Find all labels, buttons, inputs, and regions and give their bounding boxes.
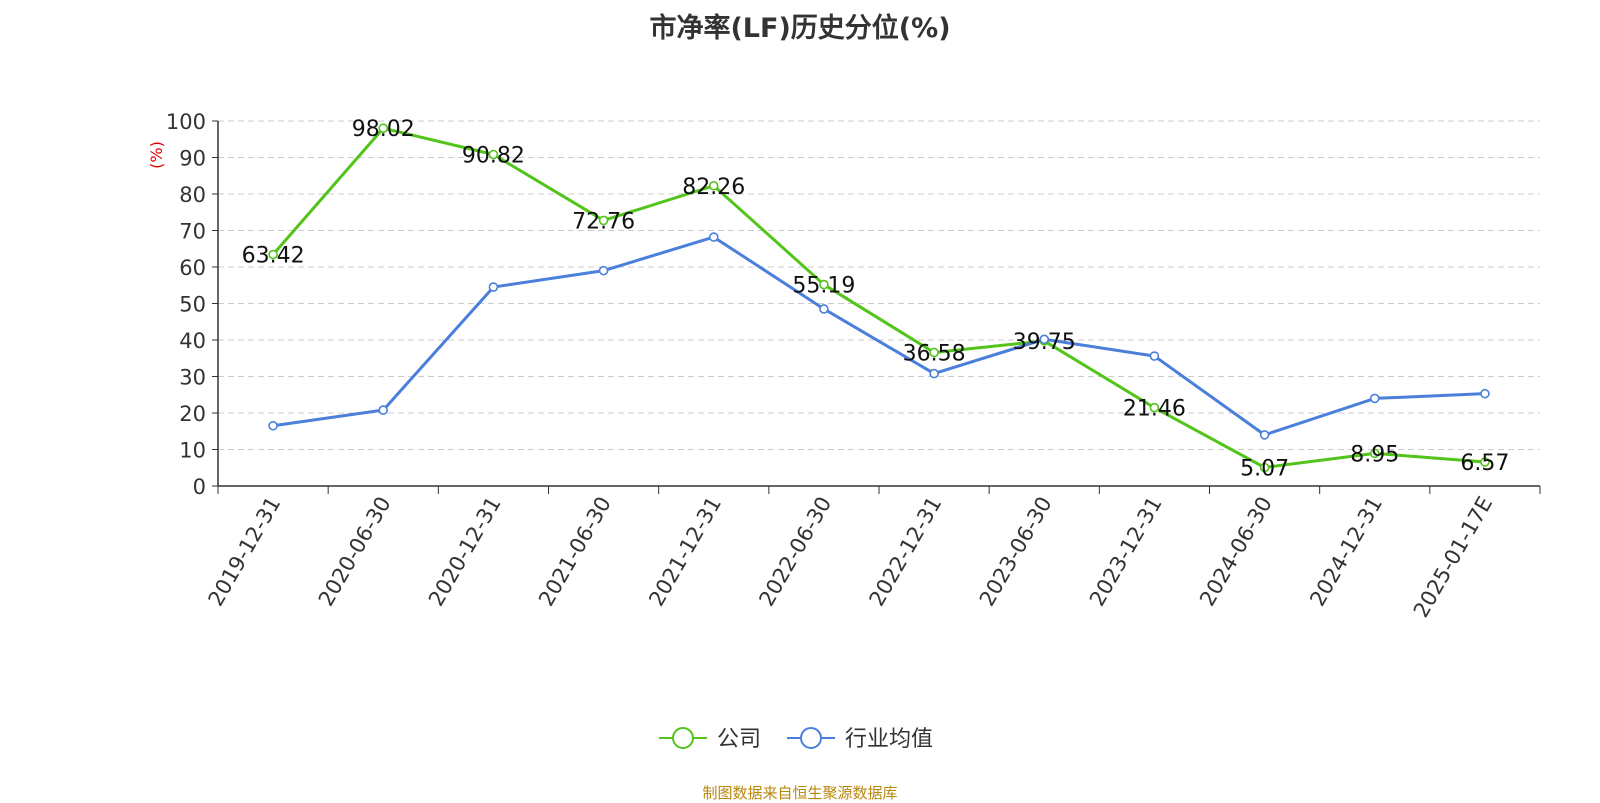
x-tick-label: 2024-12-31	[1305, 493, 1387, 611]
x-tick-label: 2023-06-30	[975, 493, 1057, 611]
x-tick-label: 2020-06-30	[314, 493, 396, 611]
data-label: 8.95	[1350, 442, 1399, 467]
data-point	[1480, 457, 1490, 467]
data-point	[488, 282, 499, 292]
data-point	[1039, 334, 1050, 345]
data-point	[708, 180, 719, 191]
x-tick-label: 2020-12-31	[424, 493, 506, 611]
axes: 0 10 20 30 40 50 60 70 80 90 100(%) 2019-12-31 2020-…	[147, 110, 1541, 622]
y-tick-label: 80	[179, 183, 206, 207]
legend-label: 行业均值	[845, 727, 933, 752]
data-point	[819, 304, 829, 314]
data-label: 98.02	[352, 117, 415, 142]
y-tick-label: 0	[193, 475, 206, 499]
y-tick-label: 60	[179, 256, 206, 280]
data-point	[929, 368, 939, 379]
y-tick-label: 100	[166, 110, 206, 134]
data-label: 39.75	[1013, 330, 1076, 355]
data-label: 55.19	[792, 274, 855, 299]
legend-swatch-marker	[672, 727, 694, 749]
data-label: 36.58	[903, 341, 966, 366]
data-point	[378, 123, 389, 134]
y-tick-label: 10	[179, 439, 206, 463]
data-point	[598, 215, 609, 226]
y-tick-label: 30	[179, 366, 206, 390]
x-tick-label: 2021-12-31	[644, 493, 726, 611]
x-tick-label: 2019-12-31	[204, 493, 286, 611]
y-tick-label: 50	[179, 293, 206, 317]
data-label: 90.82	[462, 144, 525, 169]
data-label: 5.07	[1240, 456, 1289, 481]
data-point	[1259, 462, 1270, 473]
x-tick-label: 2023-12-31	[1085, 493, 1167, 611]
data-label: 82.26	[682, 175, 745, 200]
chart-title: 市净率(LF)历史分位(%)	[649, 13, 951, 44]
data-point	[708, 232, 719, 242]
data-label: 6.57	[1460, 451, 1509, 476]
data-point	[268, 420, 278, 431]
x-tick-label: 2021-06-30	[534, 493, 616, 611]
data-label: 63.42	[242, 244, 305, 269]
series-lines	[268, 123, 1490, 473]
y-tick-label: 90	[179, 147, 206, 171]
x-tick-label: 2022-12-31	[865, 493, 947, 611]
x-tick-label: 2025-01-17E	[1409, 493, 1497, 622]
data-label: 72.76	[572, 209, 635, 234]
data-source-note: 制图数据来自恒生聚源数据库	[702, 784, 898, 802]
y-tick-label: 70	[179, 220, 206, 244]
data-point	[268, 249, 278, 260]
data-label: 21.46	[1123, 397, 1186, 422]
data-point	[1149, 402, 1160, 413]
series-line	[272, 235, 1485, 437]
x-tick-label: 2022-06-30	[754, 493, 836, 611]
data-point	[1369, 393, 1380, 404]
data-point	[1259, 430, 1270, 440]
series-line	[271, 126, 1486, 469]
data-point	[378, 405, 389, 415]
y-axis-label: (%)	[147, 141, 166, 169]
data-point	[488, 149, 499, 160]
data-point	[819, 279, 829, 290]
grid-lines	[218, 120, 1540, 450]
x-tick-label: 2024-06-30	[1195, 493, 1277, 611]
y-tick-label: 20	[179, 402, 206, 426]
data-point	[598, 265, 609, 276]
legend-label: 公司	[717, 727, 761, 752]
legend-swatch-marker	[800, 727, 822, 749]
data-labels: 63.42 98.02 90.82 72.76 82.26 55.19 36.58 39.75…	[242, 117, 1510, 481]
data-point	[1369, 448, 1380, 459]
data-point	[929, 347, 939, 358]
legend[interactable]: 公司 行业均值	[659, 727, 933, 752]
y-tick-label: 40	[179, 329, 206, 353]
data-point	[1149, 351, 1160, 361]
data-point	[1480, 388, 1490, 399]
